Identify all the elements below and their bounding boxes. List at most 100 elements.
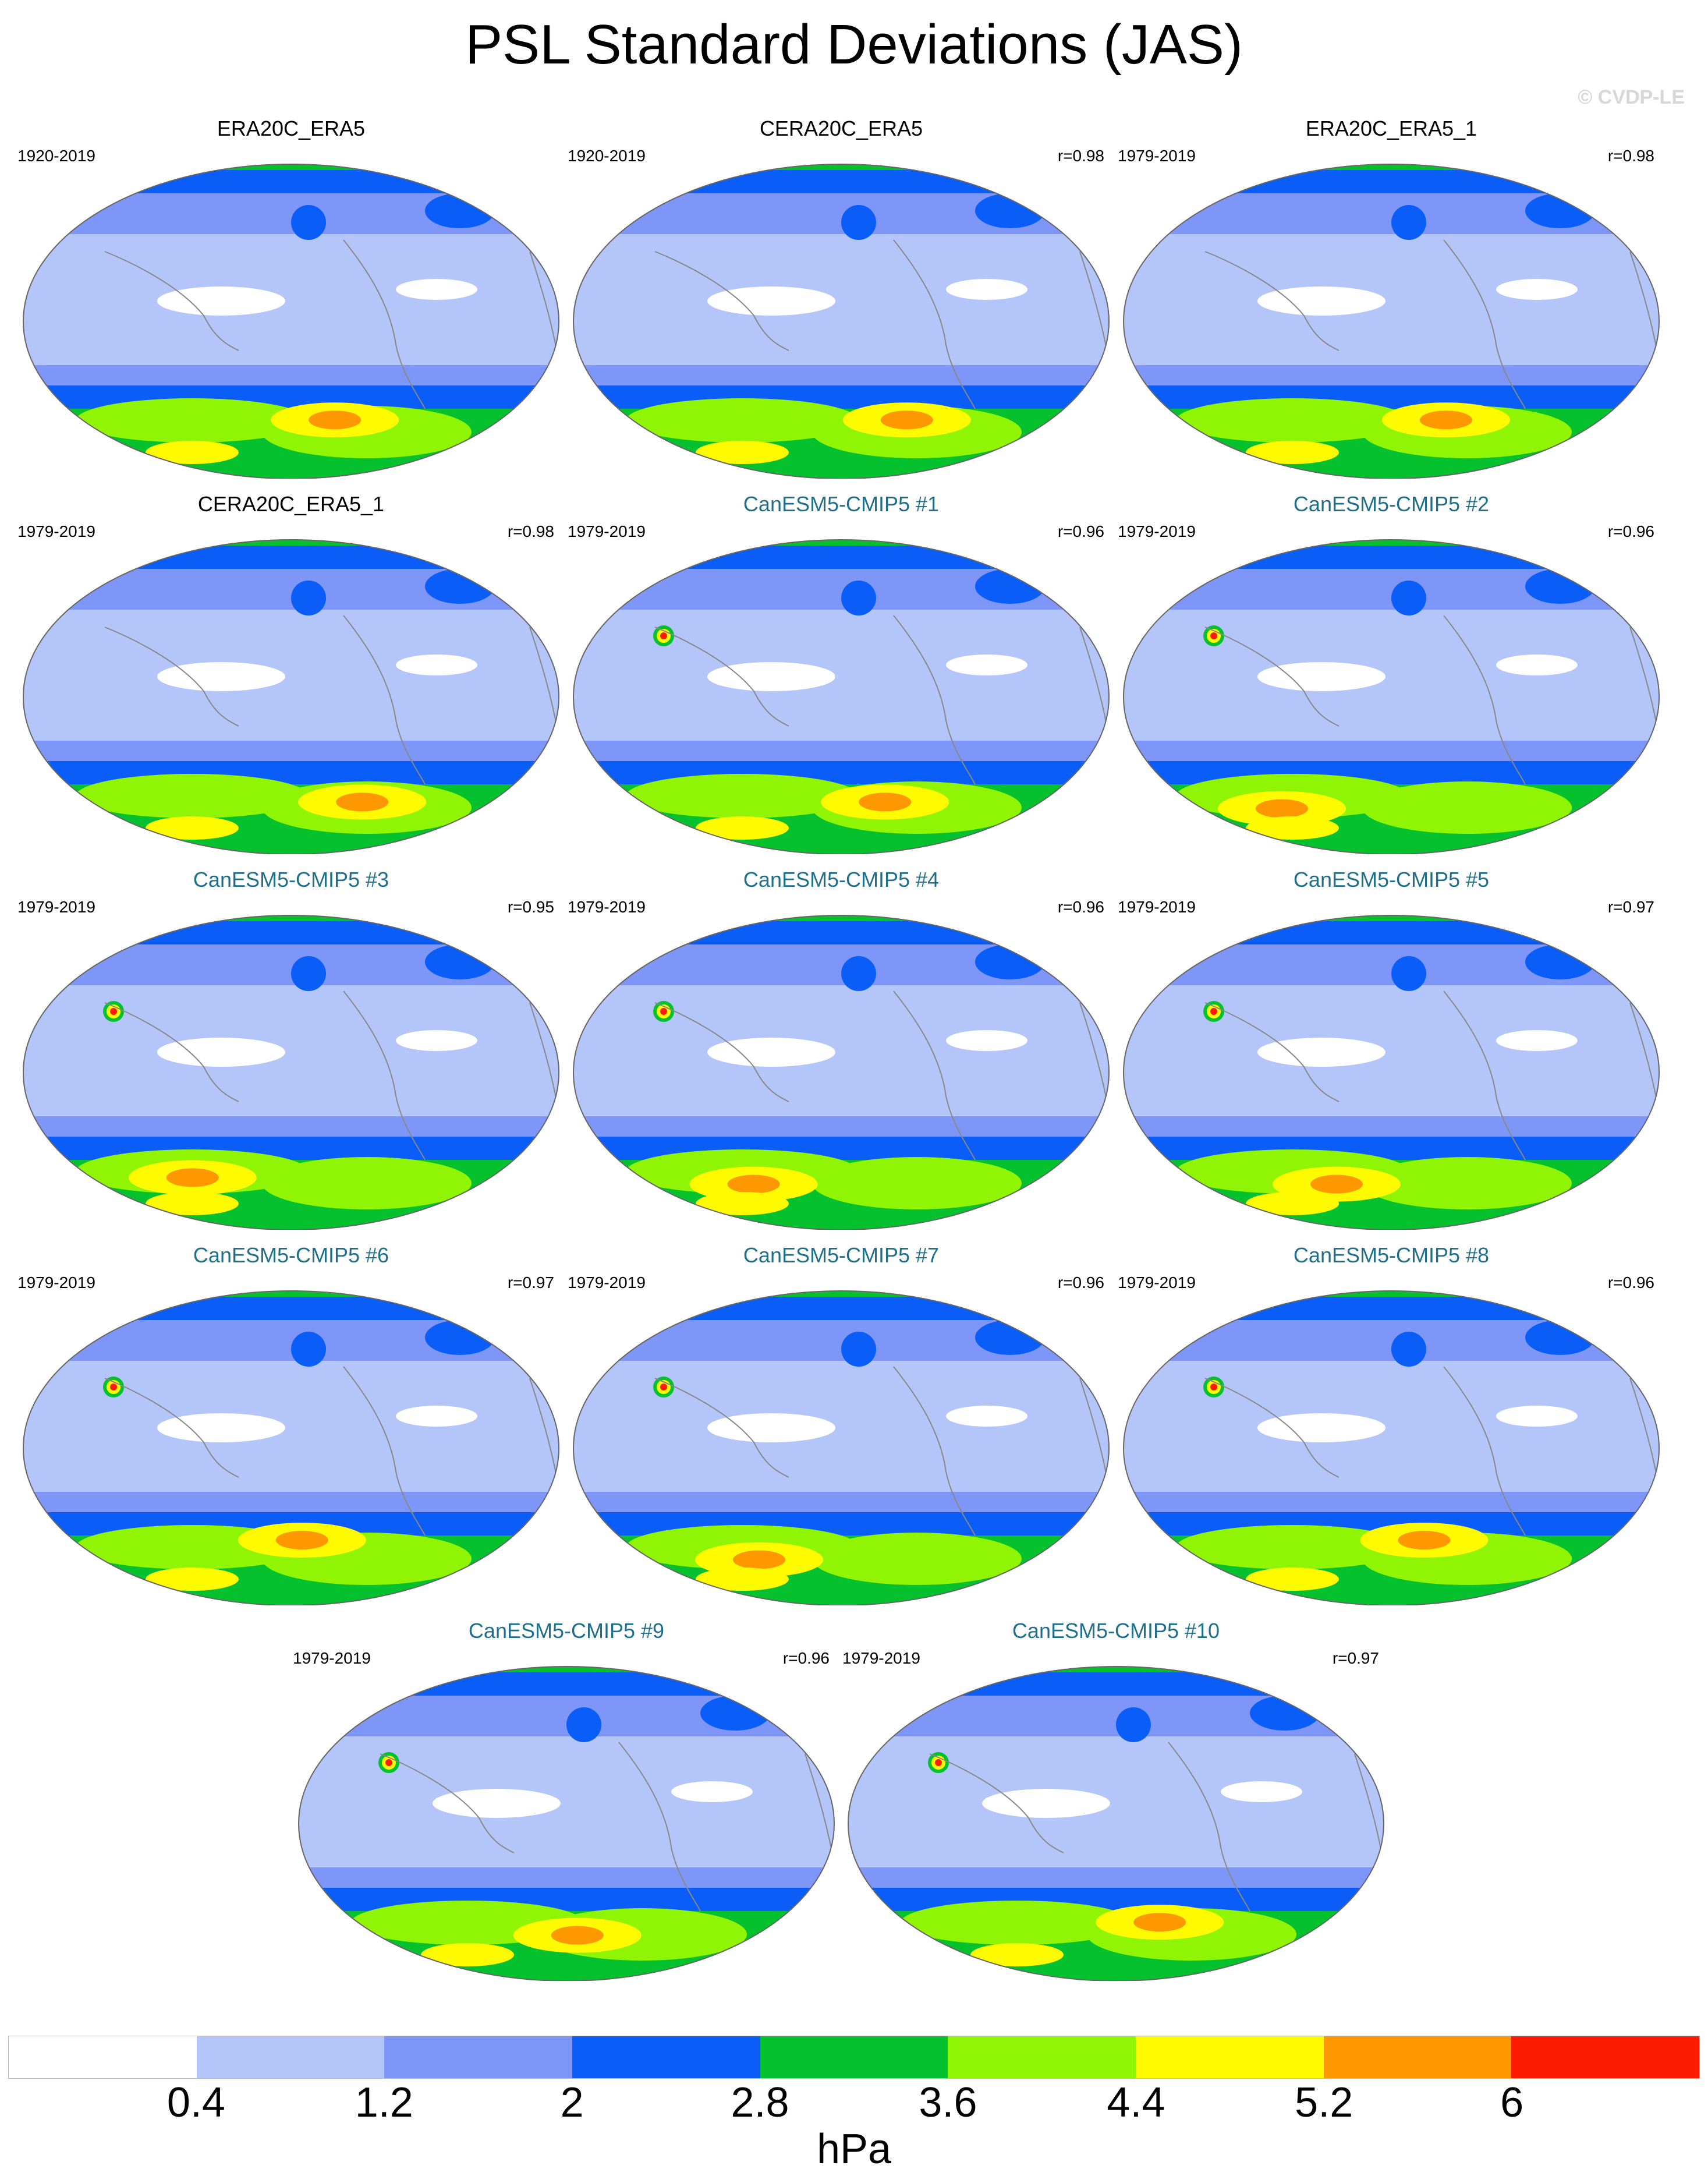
contour-fill xyxy=(573,164,1109,479)
panel-title: CanESM5-CMIP5 #6 xyxy=(193,1243,389,1267)
world-map xyxy=(23,539,559,854)
panel-period: 1979-2019 xyxy=(568,1273,646,1292)
colorbar-tick-label: 5.2 xyxy=(1295,2079,1353,2126)
colorbar-segment xyxy=(1511,2036,1700,2078)
panel-period: 1979-2019 xyxy=(842,1649,920,1667)
panel-period: 1920-2019 xyxy=(17,147,95,165)
contour-fill xyxy=(23,164,559,479)
panel-period: 1979-2019 xyxy=(1118,522,1196,540)
world-map xyxy=(573,915,1110,1230)
colorbar-tick-label: 6 xyxy=(1500,2079,1524,2126)
colorbar-segment xyxy=(1136,2036,1324,2078)
panel-correlation: r=0.96 xyxy=(1057,522,1104,540)
contour-fill xyxy=(848,1667,1384,1981)
colorbar-segment xyxy=(9,2036,197,2078)
panel-title: CanESM5-CMIP5 #5 xyxy=(1293,868,1490,891)
contour-fill xyxy=(573,1291,1109,1605)
panel-title: CERA20C_ERA5 xyxy=(759,116,923,140)
copyright-label: © CVDP-LE xyxy=(1578,86,1685,108)
panel-correlation: r=0.98 xyxy=(507,522,554,540)
map-panel: CanESM5-CMIP5 #6 1979-2019 r=0.97 xyxy=(17,1243,565,1605)
colorbar-tick-label: 1.2 xyxy=(355,2079,413,2126)
figure-title: PSL Standard Deviations (JAS) xyxy=(465,13,1243,76)
panel-correlation: r=0.96 xyxy=(1057,1273,1104,1292)
world-map xyxy=(848,1666,1384,1981)
world-map xyxy=(23,915,559,1230)
map-panel: CanESM5-CMIP5 #5 1979-2019 r=0.97 xyxy=(1118,868,1665,1230)
contour-fill xyxy=(573,540,1109,854)
panel-correlation: r=0.97 xyxy=(1607,898,1654,916)
panel-title: ERA20C_ERA5_1 xyxy=(1305,116,1477,140)
panel-correlation: r=0.95 xyxy=(507,898,554,916)
contour-fill xyxy=(23,540,559,854)
contour-fill xyxy=(1124,915,1659,1230)
panel-title: CanESM5-CMIP5 #7 xyxy=(743,1243,940,1267)
world-map xyxy=(573,1290,1110,1605)
panel-title: CERA20C_ERA5_1 xyxy=(197,492,385,516)
world-map xyxy=(573,539,1110,854)
map-panel: CanESM5-CMIP5 #4 1979-2019 r=0.96 xyxy=(568,868,1115,1230)
contour-fill xyxy=(23,915,559,1230)
world-map xyxy=(1123,164,1660,479)
panel-period: 1979-2019 xyxy=(17,522,95,540)
colorbar-ticks: 0.4 1.2 2 2.8 3.6 4.4 5.2 6 xyxy=(8,2079,1700,2131)
panel-correlation: r=0.96 xyxy=(1607,522,1654,540)
panel-title: CanESM5-CMIP5 #8 xyxy=(1293,1243,1490,1267)
colorbar-segment xyxy=(948,2036,1136,2078)
panel-title: CanESM5-CMIP5 #2 xyxy=(1293,492,1490,516)
world-map xyxy=(1123,1290,1660,1605)
world-map xyxy=(573,164,1110,479)
panel-period: 1979-2019 xyxy=(1118,147,1196,165)
map-panel: CanESM5-CMIP5 #8 1979-2019 r=0.96 xyxy=(1118,1243,1665,1605)
contour-fill xyxy=(299,1667,834,1981)
colorbar-segment xyxy=(572,2036,760,2078)
panel-period: 1979-2019 xyxy=(568,522,646,540)
colorbar-tick-label: 4.4 xyxy=(1107,2079,1165,2126)
panel-correlation: r=0.96 xyxy=(1057,898,1104,916)
panel-title: CanESM5-CMIP5 #3 xyxy=(193,868,389,891)
world-map xyxy=(1123,539,1660,854)
panel-title: ERA20C_ERA5 xyxy=(217,116,366,140)
panel-period: 1979-2019 xyxy=(568,898,646,916)
map-panel: CanESM5-CMIP5 #7 1979-2019 r=0.96 xyxy=(568,1243,1115,1605)
map-panel: CanESM5-CMIP5 #9 1979-2019 r=0.96 xyxy=(293,1619,840,1981)
world-map xyxy=(298,1666,835,1981)
contour-fill xyxy=(1124,164,1659,479)
map-panel: CanESM5-CMIP5 #1 1979-2019 r=0.96 xyxy=(568,492,1115,854)
contour-fill xyxy=(573,915,1109,1230)
colorbar-tick-label: 3.6 xyxy=(919,2079,977,2126)
map-panel: ERA20C_ERA5_1 1979-2019 r=0.98 xyxy=(1118,116,1665,479)
panel-title: CanESM5-CMIP5 #10 xyxy=(1012,1619,1220,1643)
panel-title: CanESM5-CMIP5 #9 xyxy=(468,1619,665,1643)
panel-title: CanESM5-CMIP5 #4 xyxy=(743,868,940,891)
colorbar-units: hPa xyxy=(816,2126,892,2173)
colorbar xyxy=(8,2036,1700,2079)
panel-period: 1979-2019 xyxy=(1118,1273,1196,1292)
colorbar-segment xyxy=(196,2036,385,2078)
colorbar-tick-label: 2.8 xyxy=(731,2079,789,2126)
world-map xyxy=(1123,915,1660,1230)
map-panel: CERA20C_ERA5_1 1979-2019 r=0.98 xyxy=(17,492,565,854)
colorbar-tick-label: 2 xyxy=(560,2079,584,2126)
panel-period: 1979-2019 xyxy=(293,1649,371,1667)
panel-period: 1979-2019 xyxy=(17,898,95,916)
panel-correlation: r=0.96 xyxy=(1607,1273,1654,1292)
panel-title: CanESM5-CMIP5 #1 xyxy=(743,492,940,516)
panel-correlation: r=0.98 xyxy=(1057,147,1104,165)
world-map xyxy=(23,164,559,479)
panel-correlation: r=0.97 xyxy=(507,1273,554,1292)
world-map xyxy=(23,1290,559,1605)
map-panel: CERA20C_ERA5 1920-2019 r=0.98 xyxy=(568,116,1115,479)
panel-correlation: r=0.98 xyxy=(1607,147,1654,165)
panel-period: 1979-2019 xyxy=(17,1273,95,1292)
panel-period: 1979-2019 xyxy=(1118,898,1196,916)
map-panel: CanESM5-CMIP5 #10 1979-2019 r=0.97 xyxy=(842,1619,1390,1981)
colorbar-segment xyxy=(384,2036,573,2078)
colorbar-segment xyxy=(760,2036,948,2078)
map-panel: CanESM5-CMIP5 #2 1979-2019 r=0.96 xyxy=(1118,492,1665,854)
panel-correlation: r=0.97 xyxy=(1332,1649,1379,1667)
map-panel: ERA20C_ERA5 1920-2019 xyxy=(17,116,565,479)
contour-fill xyxy=(1124,1291,1659,1605)
contour-fill xyxy=(23,1291,559,1605)
map-panel: CanESM5-CMIP5 #3 1979-2019 r=0.95 xyxy=(17,868,565,1230)
